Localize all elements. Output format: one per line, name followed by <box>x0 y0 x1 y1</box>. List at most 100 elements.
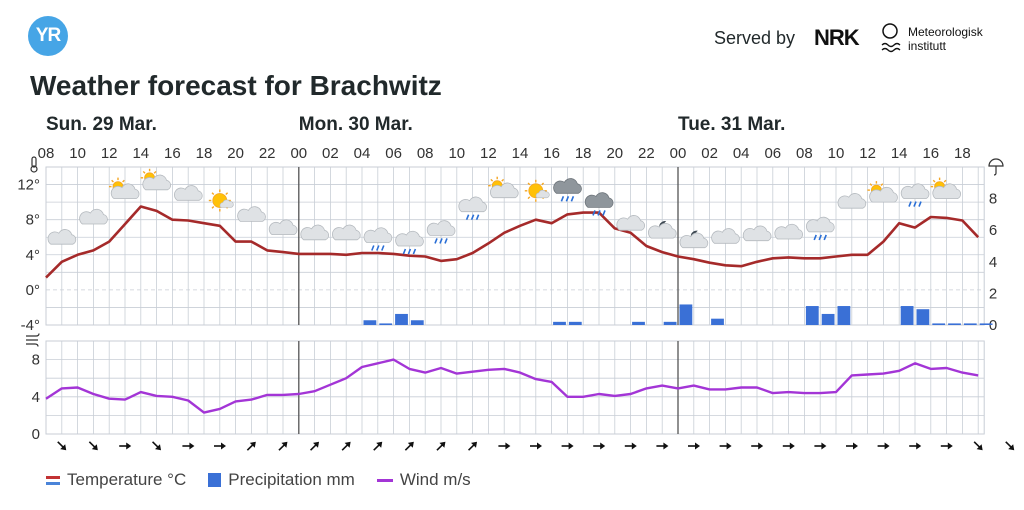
day-labels: Sun. 29 Mar. Mon. 30 Mar. Tue. 31 Mar. <box>46 114 785 135</box>
wind-arrow-icon <box>182 442 195 450</box>
yr-logo[interactable]: YR <box>28 16 68 56</box>
hour-label: 06 <box>385 145 402 162</box>
wind-tick-label: 0 <box>32 426 40 443</box>
hour-label: 00 <box>670 145 687 162</box>
rain-cloud-icon <box>363 227 393 251</box>
met-institute-label[interactable]: Meteorologisk institutt <box>908 25 983 53</box>
legend-temperature[interactable]: Temperature °C <box>46 470 186 490</box>
hour-label: 06 <box>764 145 781 162</box>
wind-arrow-icon <box>119 442 132 450</box>
precip-tick-label: 6 <box>989 222 997 239</box>
cloud-icon <box>711 228 740 244</box>
chart-grid <box>45 166 985 435</box>
hour-label: 08 <box>417 145 434 162</box>
temp-tick-label: -4° <box>21 317 40 334</box>
precipitation-bar <box>553 321 566 325</box>
precipitation-bar <box>821 313 835 325</box>
precipitation-bar <box>805 306 819 325</box>
hour-labels: 08 10 12 14 16 18 20 22 00 02 04 06 08 10 12 14 16 18 20 22… <box>38 145 971 162</box>
served-by-label: Served by <box>714 28 796 48</box>
chart-axes: 12° 8° 4° 0° -4° 8 6 4 2 0 8 4 0 <box>17 156 1004 443</box>
thermometer-icon <box>30 156 38 173</box>
weather-icons <box>47 168 962 255</box>
wind-arrow-icon <box>877 442 890 450</box>
precip-tick-label: 8 <box>989 191 997 208</box>
wind-arrow-icon <box>246 441 256 451</box>
wind-arrow-icon <box>782 442 795 450</box>
wind-arrow-icon <box>341 441 351 451</box>
temperature-line <box>45 205 980 279</box>
met-text-line1: Meteorologisk <box>908 25 983 39</box>
precipitation-bar <box>410 320 424 325</box>
precipitation-bar <box>395 313 408 325</box>
hour-label: 22 <box>638 145 655 162</box>
hour-label: 10 <box>828 145 845 162</box>
hour-label: 02 <box>701 145 718 162</box>
precipitation-bar <box>711 318 724 325</box>
partly-cloudy-icon <box>930 177 962 200</box>
precipitation-bar <box>632 321 645 325</box>
wind-arrow-icon <box>751 442 764 450</box>
wind-line-group <box>45 358 979 414</box>
page-title: Weather forecast for Brachwitz <box>30 70 442 101</box>
temp-tick-label: 8° <box>26 212 40 229</box>
wind-arrow-icon <box>846 442 858 450</box>
partly-cloudy-icon <box>109 177 140 200</box>
rain-cloud-icon <box>395 230 424 255</box>
nrk-logo[interactable]: NRK <box>814 25 860 50</box>
legend-precipitation[interactable]: Precipitation mm <box>208 470 355 490</box>
hour-label: 02 <box>322 145 339 162</box>
rain-cloud-icon <box>426 220 456 244</box>
legend-wind[interactable]: Wind m/s <box>376 470 471 490</box>
wind-arrows <box>57 441 1015 451</box>
precipitation-bar <box>979 323 993 325</box>
precipitation-bar <box>568 321 582 325</box>
precip-tick-label: 2 <box>989 285 997 302</box>
legend-precipitation-label: Precipitation mm <box>228 470 355 489</box>
cloud-icon <box>47 229 77 245</box>
hour-label: 04 <box>733 145 750 162</box>
precipitation-bar <box>932 323 946 325</box>
wind-tick-label: 4 <box>32 389 40 406</box>
wind-arrow-icon <box>373 441 383 451</box>
hour-label: 22 <box>259 145 276 162</box>
hour-label: 10 <box>448 145 465 162</box>
legend-temperature-label: Temperature °C <box>67 470 187 489</box>
cloud-icon <box>79 208 108 225</box>
cloud-icon <box>837 193 867 209</box>
precipitation-bar <box>363 320 377 325</box>
precipitation-bars <box>363 304 993 325</box>
precipitation-bar <box>663 321 677 325</box>
precipitation-bar <box>916 309 930 325</box>
hour-label: 12 <box>859 145 876 162</box>
hour-label: 18 <box>954 145 971 162</box>
rain-cloud-dark-icon <box>553 178 582 202</box>
precipitation-bar <box>963 323 977 325</box>
wind-arrow-icon <box>909 442 922 450</box>
hour-label: 14 <box>891 145 908 162</box>
hour-label: 16 <box>922 145 939 162</box>
partly-cloudy-icon <box>140 168 172 191</box>
wind-arrow-icon <box>814 442 827 450</box>
wind-icon <box>26 333 40 347</box>
day-label: Sun. 29 Mar. <box>46 114 157 135</box>
wind-arrow-icon <box>1005 441 1015 451</box>
cloud-icon <box>268 219 298 236</box>
wind-arrow-icon <box>656 442 669 450</box>
hour-label: 00 <box>290 145 307 162</box>
hour-label: 14 <box>132 145 149 162</box>
wind-arrow-icon <box>498 442 511 450</box>
wind-line <box>45 358 979 414</box>
wind-panel-border <box>45 340 985 435</box>
precipitation-bar <box>679 304 693 325</box>
temp-tick-label: 12° <box>17 177 40 194</box>
wind-arrow-icon <box>593 442 606 450</box>
day-label: Mon. 30 Mar. <box>299 114 413 135</box>
forecast-chart: Sun. 29 Mar. Mon. 30 Mar. Tue. 31 Mar. 08 1… <box>17 114 1015 451</box>
met-logo-icon[interactable] <box>880 22 904 54</box>
hour-label: 14 <box>512 145 529 162</box>
cloud-icon <box>300 224 330 241</box>
precipitation-bar <box>379 323 393 325</box>
fair-day-icon <box>524 179 550 202</box>
partly-cloudy-icon <box>867 181 898 203</box>
